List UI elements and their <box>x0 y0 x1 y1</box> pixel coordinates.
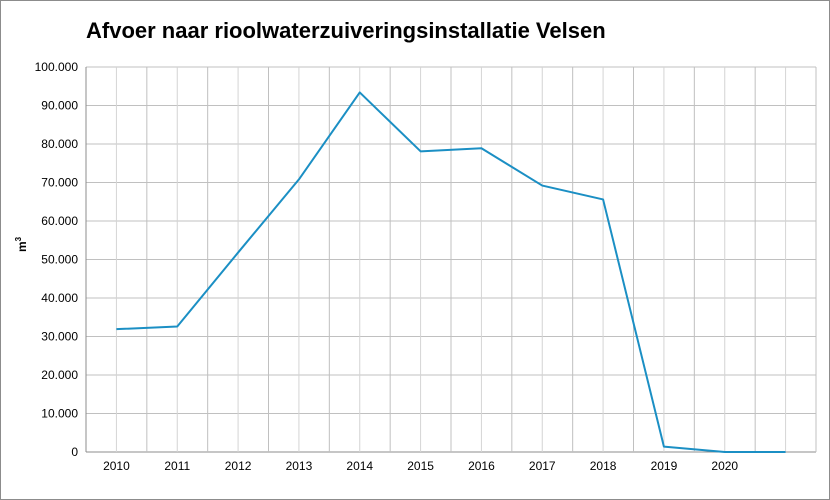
x-tick-label: 2017 <box>529 459 556 473</box>
x-tick-label: 2019 <box>651 459 678 473</box>
x-tick-label: 2016 <box>468 459 495 473</box>
x-tick-label: 2011 <box>164 459 190 473</box>
y-tick-label: 20.000 <box>41 368 78 382</box>
x-tick-label: 2014 <box>346 459 373 473</box>
y-tick-label: 90.000 <box>41 99 78 113</box>
y-tick-label: 50.000 <box>41 253 78 267</box>
x-tick-label: 2018 <box>590 459 617 473</box>
x-tick-label: 2020 <box>711 459 738 473</box>
y-tick-label: 0 <box>71 445 78 459</box>
x-tick-label: 2012 <box>225 459 252 473</box>
chart-title: Afvoer naar rioolwaterzuiveringsinstalla… <box>86 18 606 43</box>
y-tick-label: 70.000 <box>41 176 78 190</box>
x-tick-label: 2013 <box>286 459 313 473</box>
series-line <box>116 91 786 453</box>
y-tick-label: 10.000 <box>41 407 78 421</box>
y-tick-label: 80.000 <box>41 137 78 151</box>
x-tick-label: 2015 <box>407 459 434 473</box>
y-tick-label: 60.000 <box>41 214 78 228</box>
y-tick-label: 100.000 <box>35 60 79 74</box>
x-tick-label: 2010 <box>103 459 130 473</box>
y-tick-label: 40.000 <box>41 291 78 305</box>
y-tick-label: 30.000 <box>41 330 78 344</box>
